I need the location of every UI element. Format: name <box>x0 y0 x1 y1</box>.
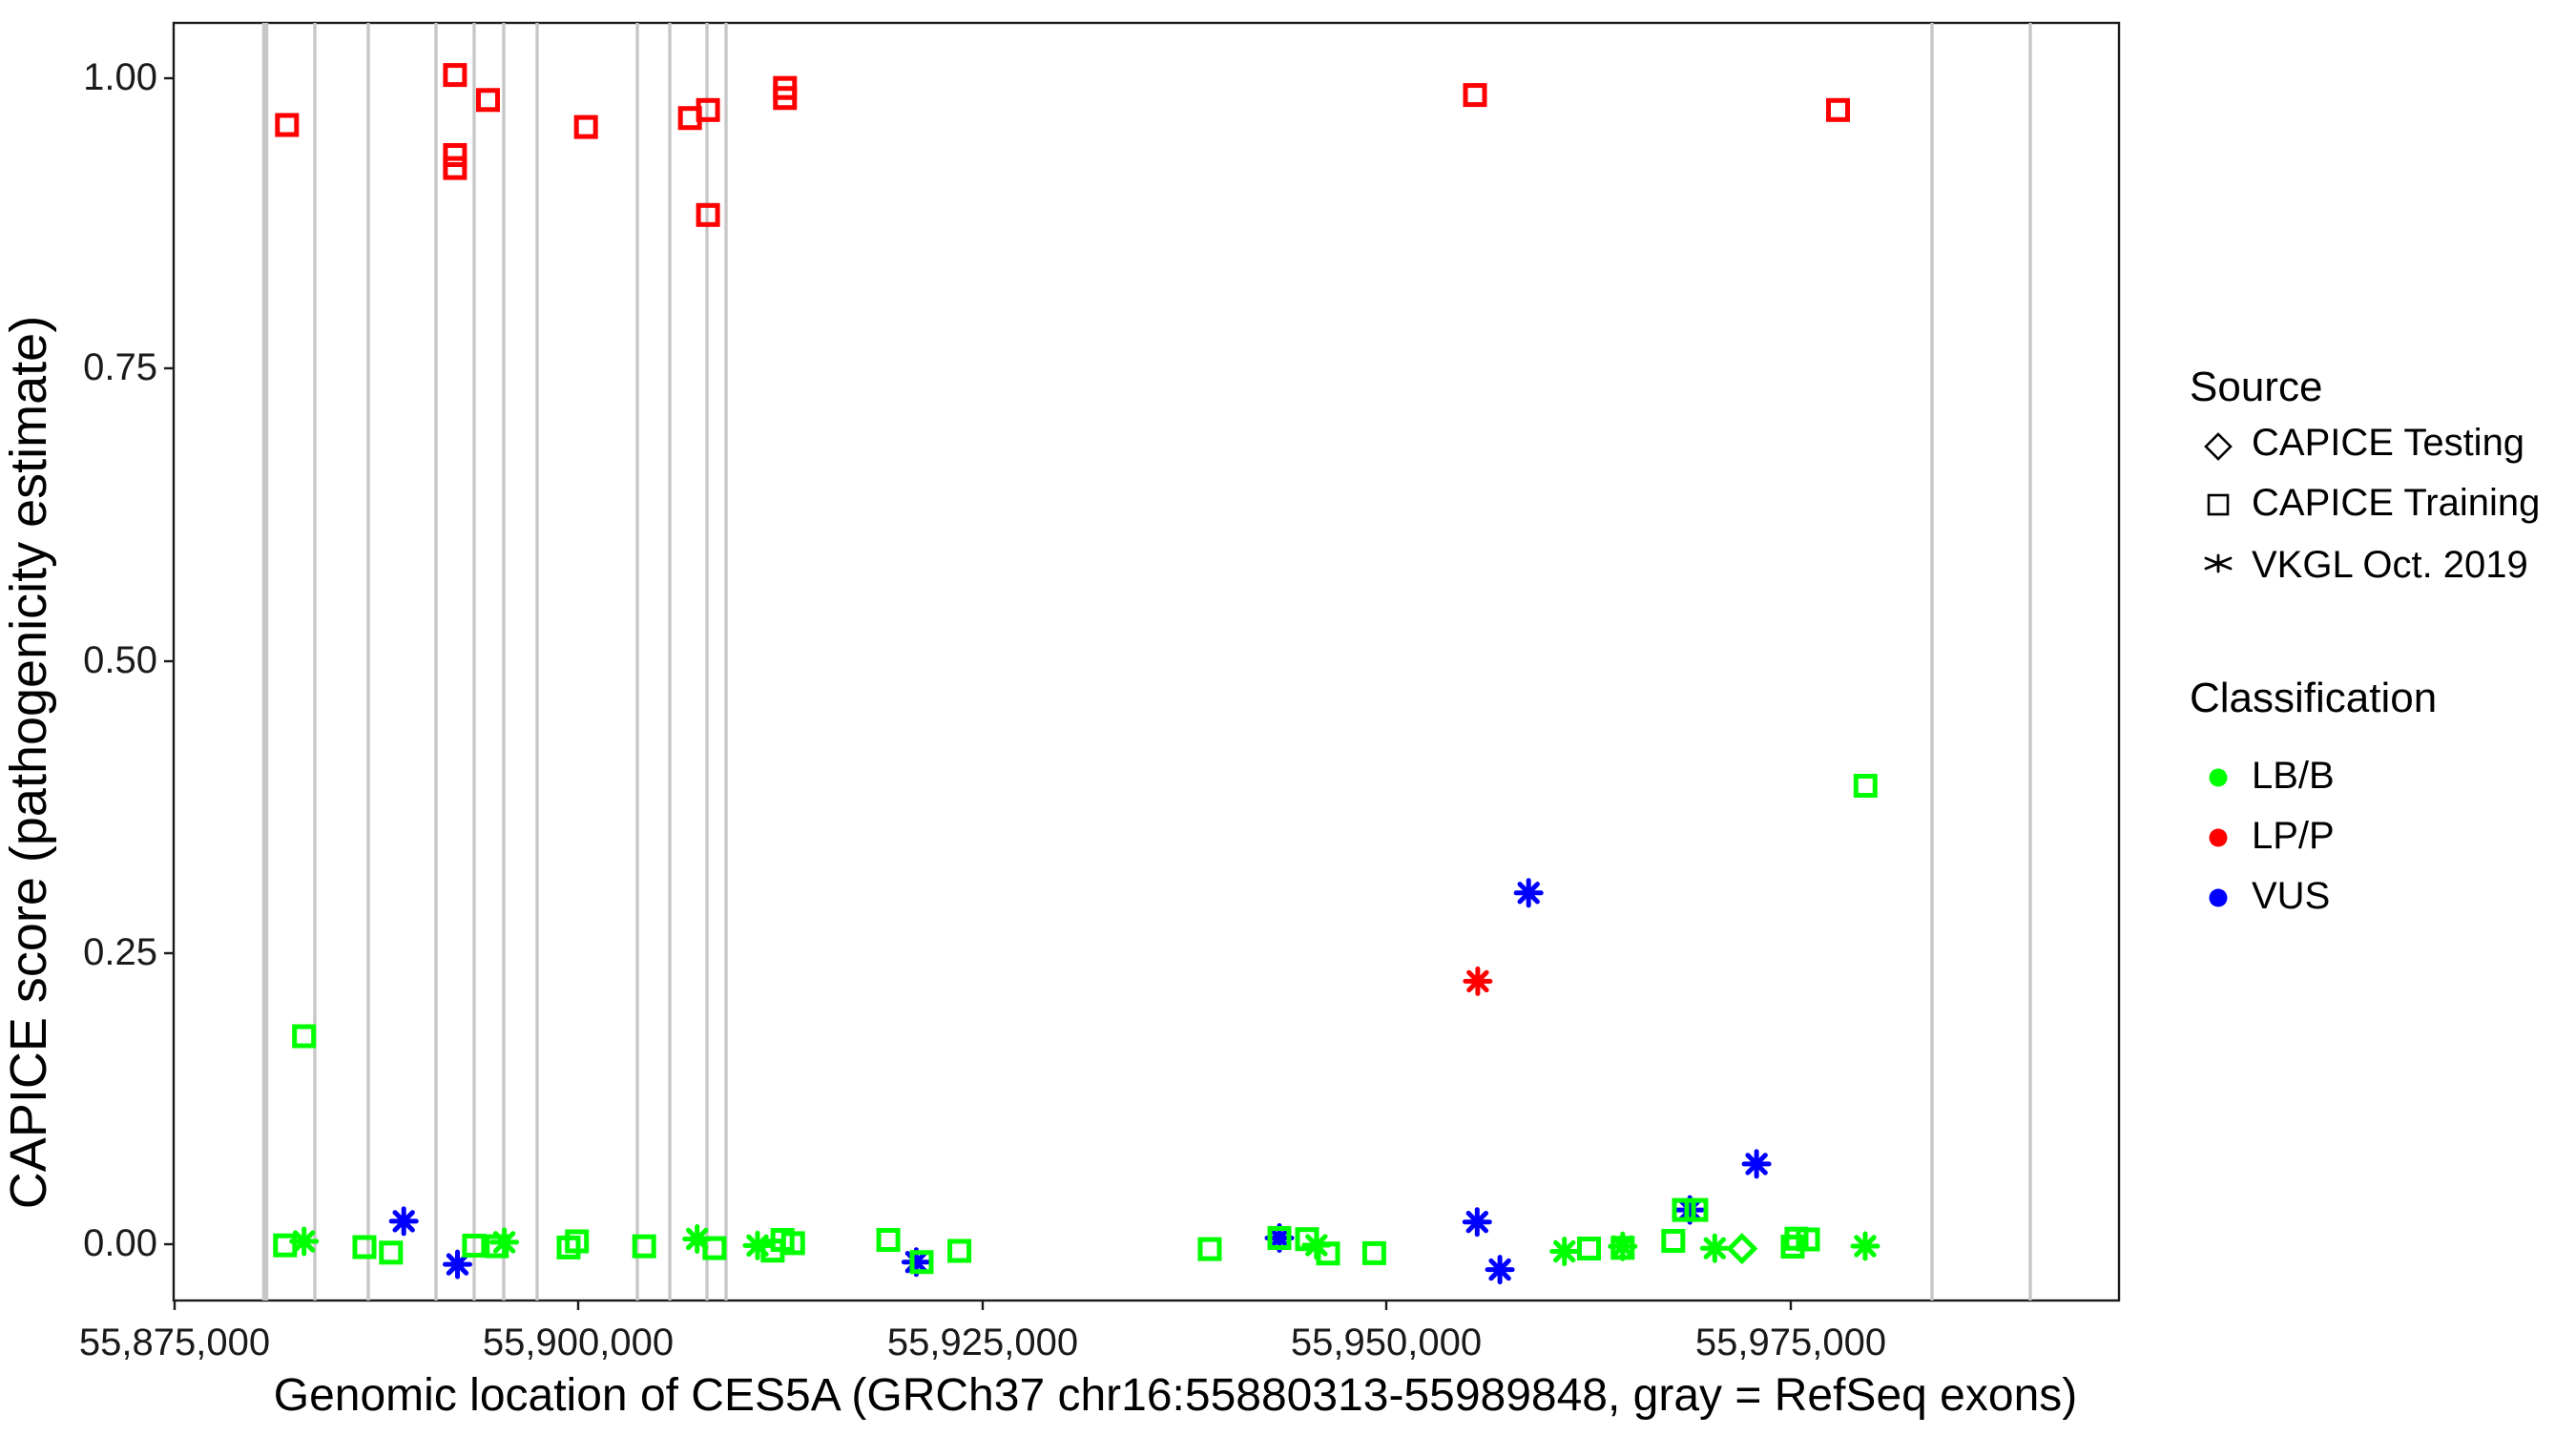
svg-text:Classification: Classification <box>2190 675 2437 721</box>
svg-text:CAPICE Testing: CAPICE Testing <box>2252 422 2524 464</box>
svg-text:0.75: 0.75 <box>83 346 157 388</box>
svg-text:CAPICE score (pathogenicity es: CAPICE score (pathogenicity estimate) <box>0 316 57 1209</box>
svg-text:55,975,000: 55,975,000 <box>1695 1322 1886 1363</box>
svg-text:1.00: 1.00 <box>83 56 157 98</box>
svg-text:VUS: VUS <box>2252 875 2330 917</box>
svg-text:55,950,000: 55,950,000 <box>1291 1322 1482 1363</box>
svg-text:Source: Source <box>2190 364 2322 410</box>
svg-text:LB/B: LB/B <box>2252 755 2335 797</box>
svg-text:55,900,000: 55,900,000 <box>483 1322 674 1363</box>
svg-text:0.25: 0.25 <box>83 931 157 973</box>
svg-text:Genomic location of CES5A (GRC: Genomic location of CES5A (GRCh37 chr16:… <box>274 1370 2078 1421</box>
svg-text:VKGL Oct. 2019: VKGL Oct. 2019 <box>2252 544 2528 586</box>
svg-text:CAPICE Training: CAPICE Training <box>2252 482 2540 524</box>
svg-text:LP/P: LP/P <box>2252 815 2335 857</box>
svg-text:0.00: 0.00 <box>83 1222 157 1264</box>
svg-text:0.50: 0.50 <box>83 639 157 681</box>
svg-text:55,875,000: 55,875,000 <box>79 1322 270 1363</box>
svg-text:55,925,000: 55,925,000 <box>887 1322 1078 1363</box>
